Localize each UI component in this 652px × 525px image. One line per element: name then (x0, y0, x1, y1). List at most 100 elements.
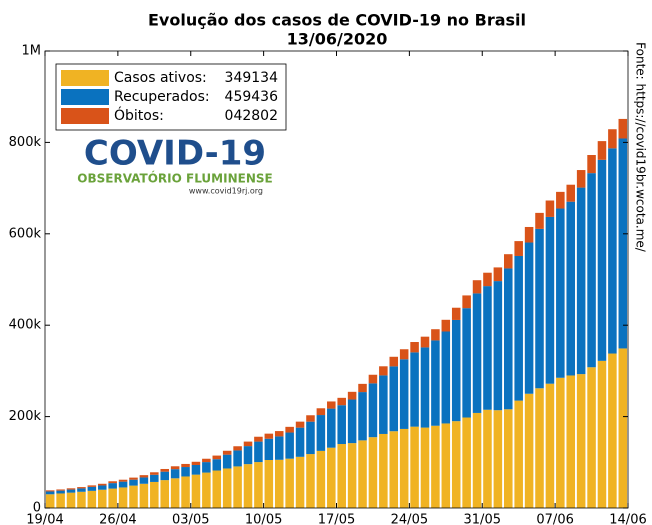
bar-segment (368, 437, 378, 508)
x-tick-label: 19/04 (26, 513, 63, 525)
x-tick-label: 26/04 (99, 513, 136, 525)
bar-segment (77, 491, 86, 508)
bar-segment (212, 455, 222, 460)
bar-segment (410, 342, 419, 353)
bar-segment (118, 481, 128, 488)
legend-label: Óbitos: (114, 106, 164, 124)
legend-value: 349134 (225, 70, 279, 86)
y-tick-label: 1M (22, 44, 42, 59)
chart-subtitle: 13/06/2020 (287, 30, 388, 49)
bar-segment (66, 489, 76, 493)
y-tick-label: 600k (9, 226, 42, 241)
bar-segment (181, 467, 190, 477)
bar-segment (472, 412, 482, 508)
bar-segment (108, 488, 117, 508)
bar-segment (108, 481, 117, 484)
bar-segment (129, 479, 138, 486)
bar-segment (160, 480, 169, 508)
bar-segment (150, 481, 159, 508)
bar-segment (514, 255, 523, 401)
bar-segment (327, 408, 336, 448)
bar-segment (587, 173, 596, 368)
bar-segment (254, 436, 263, 442)
bar-segment (243, 446, 253, 465)
bar-segment (45, 490, 55, 492)
logo-url: www.covid19rj.org (189, 187, 263, 196)
x-tick-label: 07/06 (536, 513, 573, 525)
bar-segment (431, 425, 440, 508)
bar-segment (129, 477, 138, 480)
bar-segment (139, 475, 149, 478)
bar-segment (160, 468, 169, 472)
x-tick-label: 17/05 (318, 513, 355, 525)
bar-segment (431, 340, 440, 426)
x-tick-label: 10/05 (245, 513, 282, 525)
bar-segment (233, 450, 242, 467)
bar-segment (431, 329, 440, 341)
bar-segment (597, 159, 607, 361)
bar-segment (399, 428, 409, 508)
bar-segment (306, 415, 315, 422)
bar-segment (504, 268, 513, 410)
bar-segment (264, 438, 274, 461)
bar-segment (295, 421, 305, 428)
bar-segment (493, 410, 503, 508)
bar-segment (441, 423, 451, 508)
bar-segment (451, 421, 461, 508)
bar-segment (358, 392, 367, 441)
bar-segment (410, 426, 419, 508)
bar-segment (368, 383, 378, 438)
bar-segment (285, 458, 294, 508)
bar-segment (524, 393, 534, 508)
bar-segment (504, 254, 513, 269)
bar-segment (316, 450, 326, 508)
bar-segment (514, 241, 523, 256)
bar-segment (160, 471, 169, 481)
bar-segment (202, 458, 211, 463)
legend-swatch (61, 108, 109, 124)
bar-segment (545, 200, 555, 217)
bar-segment (316, 408, 326, 416)
bar-segment (139, 483, 149, 508)
bar-segment (566, 375, 576, 508)
bar-segment (597, 141, 607, 160)
bar-segment (566, 184, 576, 202)
bar-segment (462, 295, 471, 309)
bar-segment (608, 129, 617, 149)
bar-segment (337, 397, 346, 406)
bar-segment (285, 432, 294, 459)
bar-segment (462, 417, 471, 508)
bar-segment (222, 454, 232, 469)
y-tick-label: 400k (9, 318, 42, 333)
bar-segment (233, 466, 242, 508)
bar-segment (556, 377, 565, 508)
bar-segment (535, 228, 544, 389)
bar-segment (191, 464, 201, 475)
y-tick-label: 0 (33, 501, 41, 516)
bar-segment (202, 462, 211, 473)
bar-segment (274, 459, 284, 508)
bar-segment (327, 401, 336, 409)
bar-segment (472, 293, 482, 413)
x-tick-label: 24/05 (391, 513, 428, 525)
bar-segment (441, 331, 451, 424)
bar-segment (347, 443, 357, 508)
bar-segment (243, 464, 253, 508)
bar-segment (212, 459, 222, 471)
bar-segment (337, 444, 346, 508)
bar-segment (56, 493, 65, 508)
legend-label: Casos ativos: (114, 70, 207, 86)
bar-segment (45, 494, 55, 508)
bar-segment (254, 462, 263, 508)
bar-segment (274, 436, 284, 460)
bar-segment (254, 441, 263, 463)
bar-segment (493, 267, 503, 282)
bar-segment (389, 366, 399, 432)
bar-segment (222, 450, 232, 455)
legend-value: 459436 (225, 89, 279, 105)
bar-segment (108, 483, 117, 489)
bar-segment (379, 366, 388, 376)
bar-segment (358, 383, 367, 393)
bar-segment (576, 170, 586, 188)
